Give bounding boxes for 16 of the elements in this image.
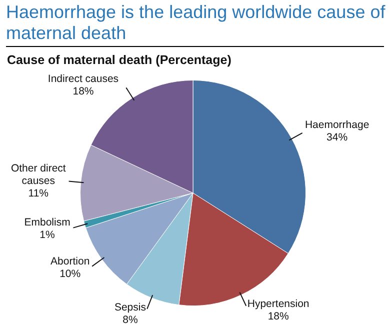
slice-label: Hypertension xyxy=(247,298,310,310)
slice-label: Abortion xyxy=(50,256,90,268)
data-label: 10% xyxy=(60,268,81,280)
chart-title: Haemorrhage is the leading worldwide cause of maternal death xyxy=(6,2,386,44)
slice-label: Embolism xyxy=(24,216,71,228)
chart-subtitle: Cause of maternal death (Percentage) xyxy=(7,53,232,67)
data-label: 8% xyxy=(122,314,138,326)
data-label: 18% xyxy=(72,85,94,98)
slice-label: Sepsis xyxy=(114,301,146,314)
data-label: 11% xyxy=(28,187,49,200)
slice-label: Indirect causes xyxy=(48,72,119,85)
slice-label: Haemorrhage xyxy=(304,119,370,132)
data-label: 18% xyxy=(268,310,289,323)
slice-label: Other direct causes xyxy=(10,162,66,187)
data-label: 34% xyxy=(326,132,348,144)
data-label: 1% xyxy=(40,228,55,241)
